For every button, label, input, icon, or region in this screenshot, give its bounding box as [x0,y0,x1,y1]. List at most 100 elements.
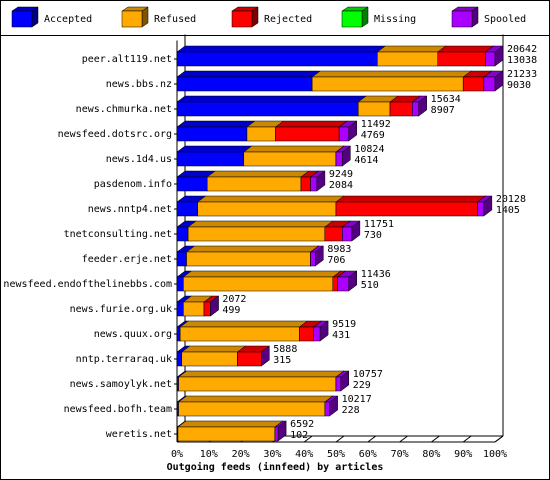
bar-segment [243,151,337,167]
bar-segment [377,51,439,67]
bar-top [176,145,253,153]
bar-top [177,370,345,378]
row-label-bottom: 431 [332,330,350,341]
bar-segment [176,126,248,142]
x-tick-label: 50% [327,449,345,460]
bar-segment [275,126,340,142]
legend-label: Refused [154,14,196,25]
bar-top [243,145,345,153]
bar-segment [311,76,464,92]
bar-segment [437,51,486,67]
row-label-top: 6592 [290,419,314,430]
bar-side [319,320,329,342]
row-label-top: 10217 [342,394,372,405]
bar-segment [300,176,311,192]
bar-segment [246,126,276,142]
bar-segment [176,151,245,167]
bar-segment [237,351,262,367]
x-tick-label: 10% [200,449,218,460]
bar-segment [176,176,208,192]
category-label: tnetconsulting.net [64,229,172,240]
bar-top [206,170,310,178]
bar-top [185,245,320,253]
bar-side [329,395,338,417]
row-label-top: 5888 [273,344,297,355]
category-label: feeder.erje.net [82,254,172,265]
row-label-top: 20128 [496,194,526,205]
bar-segment [178,401,326,417]
bar-segment [324,226,343,242]
bar-segment [412,101,419,117]
bar-segment [389,101,413,117]
bar-segment [178,376,337,392]
category-label: news.bbs.nz [106,79,172,90]
legend-label: Missing [374,14,416,25]
row-label-top: 9519 [332,319,356,330]
category-label: newsfeed.endofthelinebbs.com [3,279,172,290]
row-label-bottom: 2084 [329,180,353,191]
bar-segment [183,276,334,292]
bar-top [177,420,284,428]
row-label-top: 20642 [507,44,537,55]
bar-side [418,95,427,117]
bar-segment [176,326,181,342]
bar-top [376,45,447,53]
bar-top [176,95,368,103]
bar-segment [358,101,391,117]
bar-segment [335,376,342,392]
category-label: pasdenom.info [94,179,172,190]
bar-side [494,45,504,67]
x-tick [462,435,472,443]
x-tick [367,435,377,443]
bar-side [348,270,357,292]
bar-side [483,195,493,217]
row-label-top: 15634 [431,94,461,105]
bar-segment [176,251,187,267]
category-label: newsfeed.dotsrc.org [58,129,172,140]
legend-label: Rejected [264,14,312,25]
bar-segment [324,401,330,417]
bar-segment [197,201,337,217]
bar-segment [310,176,318,192]
bar-top [177,395,334,403]
bar-segment [206,176,302,192]
bar-segment [176,276,184,292]
bar-segment [183,301,205,317]
legend-swatch [451,10,473,28]
bar-side [316,170,326,192]
bar-segment [179,326,300,342]
bar-segment [181,351,238,367]
row-label-bottom: 1405 [496,205,520,216]
category-label: news.furie.org.uk [70,304,172,315]
row-label-bottom: 13038 [507,55,537,66]
x-tick [303,435,313,443]
bar-top [196,195,345,203]
row-label-top: 11492 [361,119,391,130]
legend-swatch [11,10,33,28]
bar-top [176,120,256,128]
bar-side [340,370,350,392]
bar-segment [335,151,343,167]
category-label: news.1d4.us [106,154,172,165]
bar-segment [485,51,496,67]
bar-side [261,345,270,367]
row-label-top: 8983 [327,244,351,255]
bar-segment [337,276,349,292]
bar-segment [186,251,311,267]
category-label: weretis.net [106,429,172,440]
bar-top [179,320,309,328]
x-tick-label: 30% [263,449,281,460]
row-label-top: 11436 [361,269,391,280]
bar-segment [176,226,189,242]
bar-top [182,270,342,278]
bar-segment [335,201,478,217]
bar-side [494,70,504,92]
bar-segment [176,76,313,92]
row-label-bottom: 4614 [354,155,378,166]
row-label-bottom: 229 [353,380,371,391]
row-label-bottom: 102 [290,430,308,441]
category-label: nntp.terraraq.uk [76,354,172,365]
bar-segment [176,51,378,67]
x-tick-label: 70% [391,449,409,460]
